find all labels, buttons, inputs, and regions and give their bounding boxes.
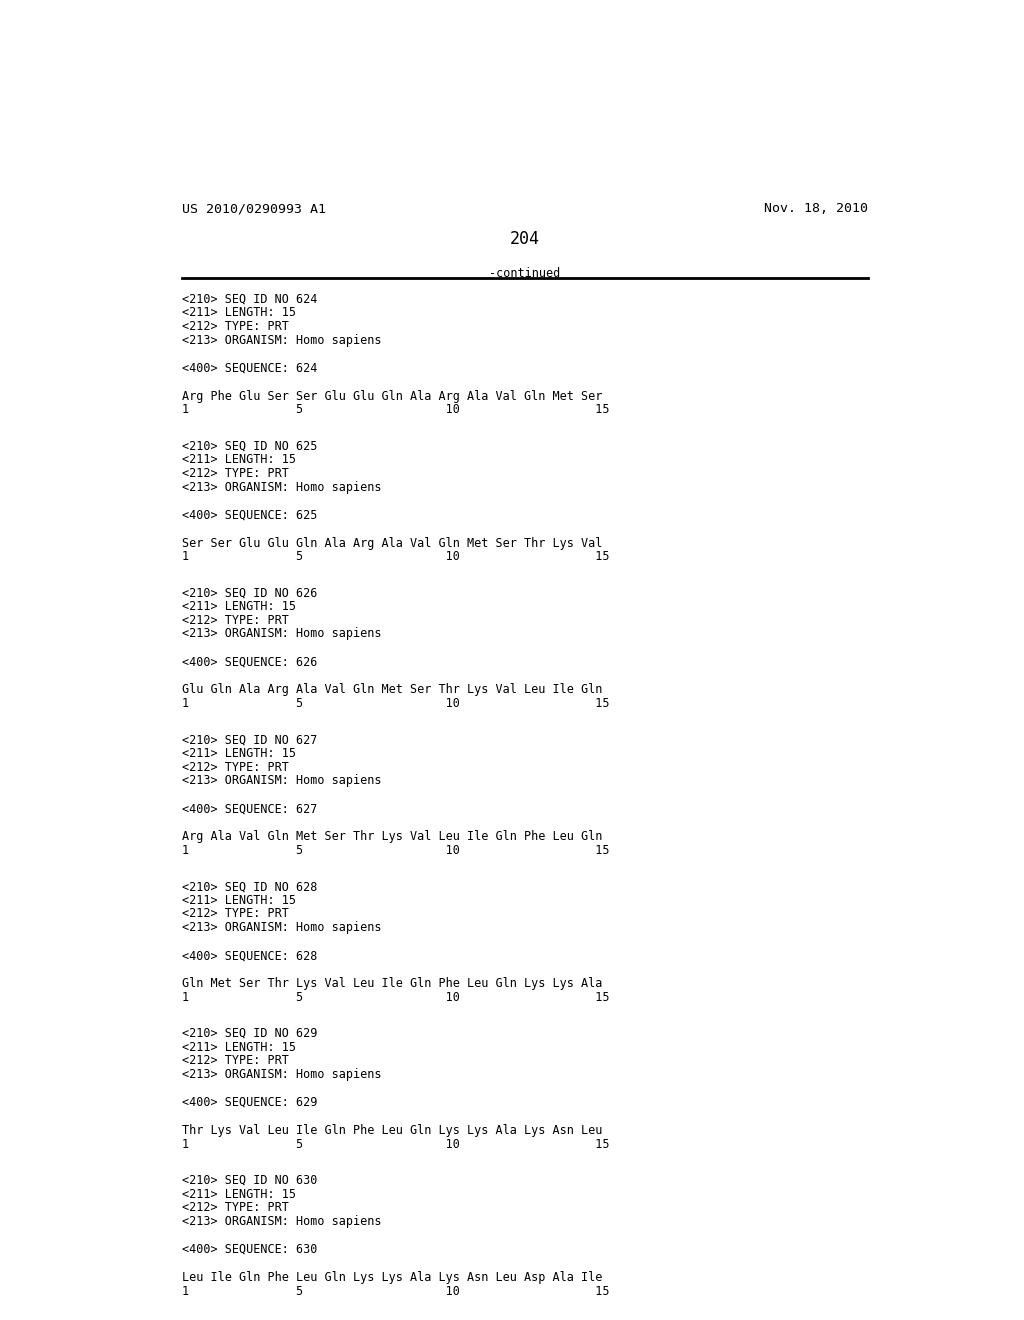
Text: Thr Lys Val Leu Ile Gln Phe Leu Gln Lys Lys Ala Lys Asn Leu: Thr Lys Val Leu Ile Gln Phe Leu Gln Lys … (182, 1123, 602, 1137)
Text: <400> SEQUENCE: 625: <400> SEQUENCE: 625 (182, 508, 317, 521)
Text: Glu Gln Ala Arg Ala Val Gln Met Ser Thr Lys Val Leu Ile Gln: Glu Gln Ala Arg Ala Val Gln Met Ser Thr … (182, 684, 602, 697)
Text: <211> LENGTH: 15: <211> LENGTH: 15 (182, 453, 296, 466)
Text: <212> TYPE: PRT: <212> TYPE: PRT (182, 467, 289, 480)
Text: <210> SEQ ID NO 625: <210> SEQ ID NO 625 (182, 440, 317, 453)
Text: <210> SEQ ID NO 629: <210> SEQ ID NO 629 (182, 1027, 317, 1040)
Text: <212> TYPE: PRT: <212> TYPE: PRT (182, 1055, 289, 1068)
Text: 1               5                    10                   15: 1 5 10 15 (182, 991, 609, 1003)
Text: <213> ORGANISM: Homo sapiens: <213> ORGANISM: Homo sapiens (182, 480, 382, 494)
Text: <213> ORGANISM: Homo sapiens: <213> ORGANISM: Homo sapiens (182, 1214, 382, 1228)
Text: <211> LENGTH: 15: <211> LENGTH: 15 (182, 306, 296, 319)
Text: <212> TYPE: PRT: <212> TYPE: PRT (182, 614, 289, 627)
Text: <211> LENGTH: 15: <211> LENGTH: 15 (182, 1188, 296, 1200)
Text: <210> SEQ ID NO 624: <210> SEQ ID NO 624 (182, 293, 317, 305)
Text: 1               5                    10                   15: 1 5 10 15 (182, 550, 609, 564)
Text: -continued: -continued (489, 267, 560, 280)
Text: <213> ORGANISM: Homo sapiens: <213> ORGANISM: Homo sapiens (182, 1068, 382, 1081)
Text: <213> ORGANISM: Homo sapiens: <213> ORGANISM: Homo sapiens (182, 334, 382, 347)
Text: <210> SEQ ID NO 630: <210> SEQ ID NO 630 (182, 1173, 317, 1187)
Text: <212> TYPE: PRT: <212> TYPE: PRT (182, 760, 289, 774)
Text: <210> SEQ ID NO 627: <210> SEQ ID NO 627 (182, 733, 317, 746)
Text: <400> SEQUENCE: 629: <400> SEQUENCE: 629 (182, 1096, 317, 1109)
Text: <400> SEQUENCE: 628: <400> SEQUENCE: 628 (182, 949, 317, 962)
Text: Nov. 18, 2010: Nov. 18, 2010 (764, 202, 867, 215)
Text: 1               5                    10                   15: 1 5 10 15 (182, 1138, 609, 1151)
Text: <212> TYPE: PRT: <212> TYPE: PRT (182, 319, 289, 333)
Text: Arg Ala Val Gln Met Ser Thr Lys Val Leu Ile Gln Phe Leu Gln: Arg Ala Val Gln Met Ser Thr Lys Val Leu … (182, 830, 602, 843)
Text: 1               5                    10                   15: 1 5 10 15 (182, 697, 609, 710)
Text: Ser Ser Glu Glu Gln Ala Arg Ala Val Gln Met Ser Thr Lys Val: Ser Ser Glu Glu Gln Ala Arg Ala Val Gln … (182, 536, 602, 549)
Text: <213> ORGANISM: Homo sapiens: <213> ORGANISM: Homo sapiens (182, 775, 382, 787)
Text: <400> SEQUENCE: 630: <400> SEQUENCE: 630 (182, 1243, 317, 1255)
Text: 1               5                    10                   15: 1 5 10 15 (182, 843, 609, 857)
Text: <211> LENGTH: 15: <211> LENGTH: 15 (182, 601, 296, 612)
Text: Gln Met Ser Thr Lys Val Leu Ile Gln Phe Leu Gln Lys Lys Ala: Gln Met Ser Thr Lys Val Leu Ile Gln Phe … (182, 977, 602, 990)
Text: 204: 204 (510, 230, 540, 248)
Text: <211> LENGTH: 15: <211> LENGTH: 15 (182, 1040, 296, 1053)
Text: <400> SEQUENCE: 624: <400> SEQUENCE: 624 (182, 362, 317, 375)
Text: <400> SEQUENCE: 627: <400> SEQUENCE: 627 (182, 803, 317, 816)
Text: <210> SEQ ID NO 628: <210> SEQ ID NO 628 (182, 880, 317, 894)
Text: <210> SEQ ID NO 626: <210> SEQ ID NO 626 (182, 586, 317, 599)
Text: <212> TYPE: PRT: <212> TYPE: PRT (182, 1201, 289, 1214)
Text: Leu Ile Gln Phe Leu Gln Lys Lys Ala Lys Asn Leu Asp Ala Ile: Leu Ile Gln Phe Leu Gln Lys Lys Ala Lys … (182, 1271, 602, 1284)
Text: US 2010/0290993 A1: US 2010/0290993 A1 (182, 202, 326, 215)
Text: 1               5                    10                   15: 1 5 10 15 (182, 1284, 609, 1298)
Text: <213> ORGANISM: Homo sapiens: <213> ORGANISM: Homo sapiens (182, 921, 382, 935)
Text: <211> LENGTH: 15: <211> LENGTH: 15 (182, 894, 296, 907)
Text: <211> LENGTH: 15: <211> LENGTH: 15 (182, 747, 296, 760)
Text: <213> ORGANISM: Homo sapiens: <213> ORGANISM: Homo sapiens (182, 627, 382, 640)
Text: 1               5                    10                   15: 1 5 10 15 (182, 404, 609, 416)
Text: <400> SEQUENCE: 626: <400> SEQUENCE: 626 (182, 656, 317, 668)
Text: <212> TYPE: PRT: <212> TYPE: PRT (182, 907, 289, 920)
Text: Arg Phe Glu Ser Ser Glu Glu Gln Ala Arg Ala Val Gln Met Ser: Arg Phe Glu Ser Ser Glu Glu Gln Ala Arg … (182, 389, 602, 403)
